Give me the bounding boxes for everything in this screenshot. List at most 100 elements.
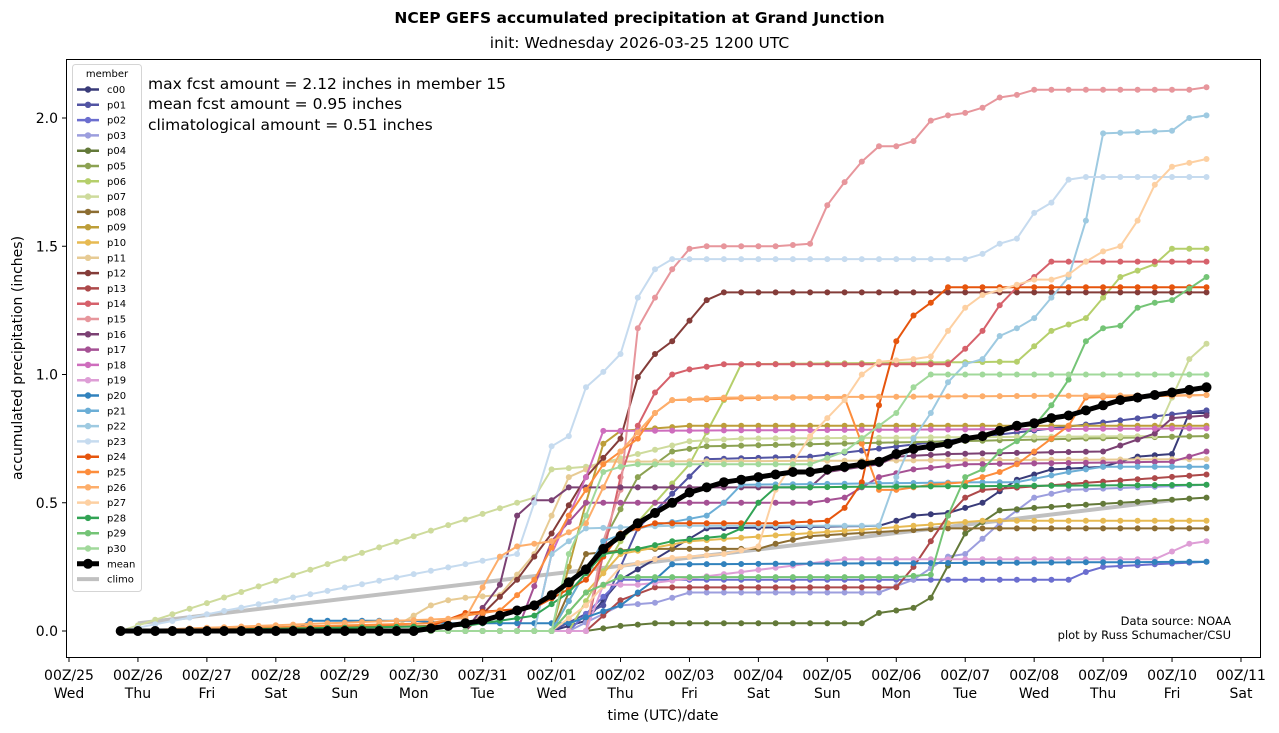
series-p20-point <box>514 620 521 627</box>
series-p20-point <box>772 560 779 567</box>
series-p04-point <box>927 594 934 601</box>
series-p12-point <box>703 297 710 304</box>
series-p23-point <box>290 594 297 601</box>
series-p08-point <box>962 525 969 532</box>
series-p18-point <box>1151 425 1158 432</box>
series-p01-point <box>1117 417 1124 424</box>
series-p18-point <box>1203 425 1210 432</box>
series-p12-point <box>496 593 503 600</box>
series-p13-point <box>962 494 969 501</box>
series-p29-point <box>1151 299 1158 306</box>
series-p28-point <box>910 483 917 490</box>
series-p26-point <box>979 393 986 400</box>
series-p15-point <box>1117 86 1124 93</box>
annotation-climo: climatological amount = 0.51 inches <box>148 116 433 134</box>
x-tick-label-day: Tue <box>952 686 977 702</box>
series-p12-point <box>548 530 555 537</box>
legend-label: p17 <box>107 345 126 356</box>
series-p22-point <box>565 538 572 545</box>
series-p25-point <box>479 610 486 616</box>
series-p03-point <box>755 589 762 596</box>
series-p19-point <box>1203 538 1210 545</box>
series-c00-point <box>893 517 900 524</box>
series-p08-point <box>1100 525 1107 532</box>
series-p12-point <box>945 289 951 296</box>
series-p07-point <box>789 435 796 442</box>
series-p29-point <box>858 574 865 581</box>
series-p28-point <box>789 484 796 491</box>
series-p14-point <box>1117 258 1124 265</box>
series-p20-point <box>634 589 641 596</box>
series-p20-point <box>1100 559 1107 566</box>
legend-label: p15 <box>107 315 126 326</box>
series-mean-point <box>598 543 609 554</box>
series-p17-point <box>1048 460 1055 467</box>
series-mean-point <box>891 449 902 459</box>
series-p26-point <box>893 393 900 400</box>
series-p26-point <box>755 394 762 401</box>
series-p08-point <box>772 540 779 547</box>
series-mean-point <box>977 431 988 442</box>
series-p30-point <box>1169 371 1175 378</box>
series-p07-point <box>514 499 521 506</box>
legend-entry-p20: p20 <box>77 391 126 402</box>
series-p04-point <box>686 620 693 627</box>
series-p23-point <box>238 604 245 611</box>
series-p27-point <box>703 552 710 559</box>
series-p17-point <box>686 499 693 506</box>
series-p20-point <box>1082 559 1089 566</box>
series-p19-point <box>738 569 745 575</box>
series-mean-point <box>288 626 299 636</box>
series-p14-point <box>669 371 676 378</box>
series-p19-point <box>858 556 865 563</box>
series-mean-point <box>391 626 402 636</box>
series-p05-point <box>807 441 814 448</box>
series-p14-point <box>1186 258 1193 265</box>
series-p10-point <box>1013 517 1020 524</box>
series-p29-point <box>910 572 917 579</box>
legend-entry-p14: p14 <box>77 299 126 310</box>
series-p10-point <box>1031 517 1038 524</box>
y-axis: 0.0 0.5 1.0 1.5 2.0 <box>36 111 67 640</box>
series-p30-point <box>755 461 762 468</box>
series-p23-point <box>445 564 452 571</box>
series-p25-point <box>565 512 572 519</box>
series-p01-point <box>807 453 814 460</box>
series-p14-point <box>703 363 710 370</box>
series-p13-point <box>807 584 814 591</box>
x-tick-label-day: Mon <box>882 686 912 702</box>
series-p24-point <box>686 520 693 527</box>
legend-swatch-marker <box>84 224 92 231</box>
legend-entry-p08: p08 <box>77 207 126 218</box>
series-p06-point <box>1186 245 1193 252</box>
series-p04-point <box>1186 495 1193 502</box>
series-p20-point <box>617 602 624 609</box>
series-p06-point <box>1013 358 1020 365</box>
series-mean-point <box>874 456 884 467</box>
series-p21-point <box>600 538 607 545</box>
x-tick-label-time: 00Z/05 <box>802 668 852 684</box>
series-p12-point <box>1082 289 1089 296</box>
series-p20-point <box>910 560 917 567</box>
legend-swatch-marker <box>84 86 92 93</box>
series-p23-point <box>807 256 814 263</box>
series-p05-point <box>669 448 676 455</box>
series-p10-point <box>927 521 934 528</box>
series-p21-point <box>703 512 710 519</box>
series-p20-point <box>1031 559 1038 566</box>
legend-label: p04 <box>107 146 126 157</box>
legend-swatch-marker <box>84 514 92 522</box>
series-p17-point <box>910 466 917 473</box>
series-p22-point <box>617 524 624 531</box>
series-p09-point <box>720 422 727 429</box>
series-p06-point <box>1134 267 1141 274</box>
series-p07-point <box>1100 433 1107 440</box>
series-p24-point <box>962 284 969 291</box>
series-p04-point <box>1065 502 1072 509</box>
legend-entry-p17: p17 <box>77 345 126 356</box>
series-p17-point <box>772 499 779 506</box>
legend-swatch-marker <box>84 269 92 277</box>
series-p03-point <box>876 589 882 596</box>
series-p13-point <box>1186 472 1193 479</box>
series-p27-point <box>565 615 572 622</box>
